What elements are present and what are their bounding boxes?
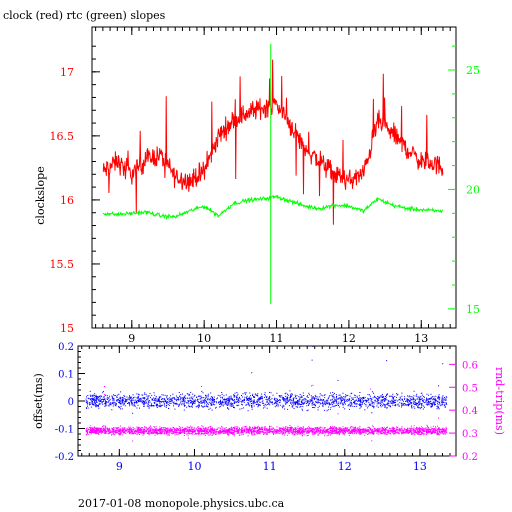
roundtrip-scatter-points bbox=[85, 384, 448, 442]
clock-series-line bbox=[102, 59, 444, 225]
top-x-tick-label: 10 bbox=[197, 332, 211, 345]
top-y-tick-label: 15 bbox=[60, 322, 74, 335]
bottom-x-tick-label: 10 bbox=[187, 460, 201, 473]
bottom-x-tick-label: 11 bbox=[263, 460, 277, 473]
top-y-tick-label: 16.5 bbox=[50, 130, 75, 143]
offset-scatter-points bbox=[85, 346, 448, 414]
bottom-x-tick-label: 13 bbox=[413, 460, 427, 473]
bottom-y2-tick-label: 0.6 bbox=[462, 360, 478, 371]
bottom-y2-tick-label: 0.3 bbox=[462, 429, 478, 440]
figure-footer: 2017-01-08 monopole.physics.ubc.ca bbox=[78, 497, 285, 510]
bottom-x-tick-label: 9 bbox=[116, 460, 123, 473]
top-y2-tick-label: 25 bbox=[466, 64, 480, 77]
bottom-y-axis-label: offset(ms) bbox=[32, 373, 45, 429]
bottom-y2-tick-label: 0.2 bbox=[462, 452, 478, 463]
bottom-y-tick-label: 0.1 bbox=[58, 370, 74, 381]
bottom-y2-tick-label: 0.5 bbox=[462, 383, 478, 394]
top-x-tick-label: 11 bbox=[270, 332, 284, 345]
bottom-y-tick-label: -0.1 bbox=[55, 425, 74, 436]
top-x-tick-label: 12 bbox=[342, 332, 356, 345]
bottom-y2-tick-label: 0.4 bbox=[462, 406, 478, 417]
figure-title: clock (red) rtc (green) slopes bbox=[3, 9, 166, 22]
top-plot-frame bbox=[91, 26, 457, 329]
top-y-tick-label: 17 bbox=[60, 66, 74, 79]
bottom-x-tick-label: 12 bbox=[338, 460, 352, 473]
top-y-tick-label: 15.5 bbox=[50, 258, 75, 271]
top-x-tick-label: 9 bbox=[128, 332, 135, 345]
bottom-y-tick-label: 0 bbox=[68, 397, 74, 408]
bottom-y-tick-label: 0.2 bbox=[58, 342, 74, 353]
top-y-axis-label: clockslope bbox=[34, 166, 47, 224]
bottom-y2-axis-label: rnd-trip(ms) bbox=[493, 367, 506, 435]
top-y2-tick-label: 15 bbox=[466, 303, 480, 316]
top-y2-tick-label: 20 bbox=[466, 183, 480, 196]
bottom-y-tick-label: -0.2 bbox=[55, 452, 74, 463]
rtc-series-line bbox=[102, 194, 444, 221]
top-y-tick-label: 16 bbox=[60, 194, 74, 207]
top-x-tick-label: 13 bbox=[414, 332, 428, 345]
